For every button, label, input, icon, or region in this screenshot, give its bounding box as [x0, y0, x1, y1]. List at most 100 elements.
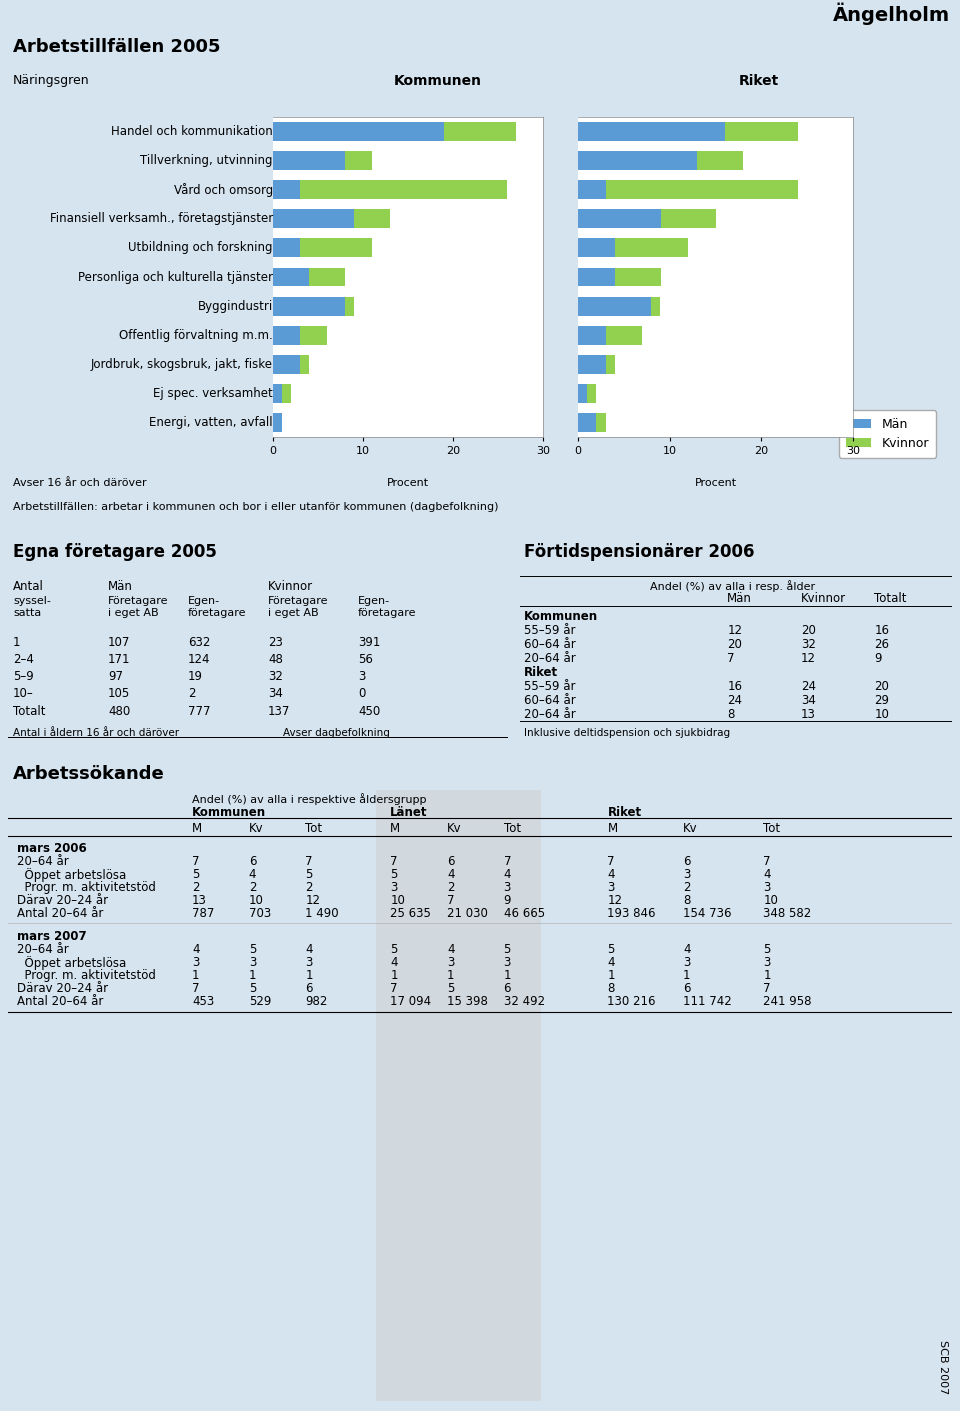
Text: 4: 4 — [391, 957, 397, 969]
Bar — [273, 384, 282, 402]
Text: 29: 29 — [875, 694, 889, 707]
Text: 4: 4 — [447, 868, 454, 880]
Text: 26: 26 — [875, 638, 889, 650]
Text: 7: 7 — [504, 855, 511, 868]
Text: 10: 10 — [391, 895, 405, 907]
Text: 105: 105 — [108, 687, 131, 700]
Bar — [300, 354, 309, 374]
Text: 60–64 år: 60–64 år — [524, 694, 576, 707]
Text: 20–64 år: 20–64 år — [17, 943, 69, 957]
Text: Kommunen: Kommunen — [394, 75, 482, 89]
Text: Utbildning och forskning: Utbildning och forskning — [129, 241, 273, 254]
Text: 787: 787 — [192, 907, 214, 920]
Text: 241 958: 241 958 — [763, 995, 812, 1007]
Text: Arbetssökande: Arbetssökande — [12, 765, 164, 783]
Text: Riket: Riket — [738, 75, 779, 89]
Bar — [578, 209, 660, 229]
Text: 7: 7 — [763, 982, 771, 995]
Text: Avser dagbefolkning: Avser dagbefolkning — [283, 728, 390, 738]
Text: 55–59 år: 55–59 år — [524, 680, 576, 693]
Text: 4: 4 — [683, 943, 690, 957]
Text: 1: 1 — [305, 969, 313, 982]
Text: Öppet arbetslösa: Öppet arbetslösa — [17, 868, 127, 882]
Text: 4: 4 — [192, 943, 200, 957]
Legend: Män, Kvinnor: Män, Kvinnor — [839, 411, 936, 457]
Text: 480: 480 — [108, 706, 131, 718]
Text: 5: 5 — [763, 943, 771, 957]
Text: Kv: Kv — [249, 823, 263, 835]
Text: 16: 16 — [728, 680, 742, 693]
Bar — [578, 296, 651, 316]
Bar — [588, 384, 596, 402]
Bar — [578, 326, 606, 344]
Text: 1: 1 — [504, 969, 511, 982]
Bar — [345, 151, 372, 171]
Text: 20–64 år: 20–64 år — [524, 652, 576, 665]
Text: Antal i åldern 16 år och däröver: Antal i åldern 16 år och däröver — [13, 728, 180, 738]
Text: 4: 4 — [504, 868, 511, 880]
Text: 6: 6 — [504, 982, 511, 995]
Text: 2: 2 — [188, 687, 196, 700]
Text: 3: 3 — [192, 957, 200, 969]
Bar — [578, 181, 606, 199]
Text: Kommunen: Kommunen — [192, 806, 266, 818]
Text: 4: 4 — [305, 943, 313, 957]
Text: 34: 34 — [801, 694, 816, 707]
Bar — [444, 123, 516, 141]
Text: 1: 1 — [447, 969, 454, 982]
Bar — [578, 151, 697, 171]
Text: Förtidspensionärer 2006: Förtidspensionärer 2006 — [524, 543, 755, 562]
Text: Tillverkning, utvinning: Tillverkning, utvinning — [140, 154, 273, 166]
Text: 3: 3 — [683, 957, 690, 969]
Text: 4: 4 — [447, 943, 454, 957]
Text: 193 846: 193 846 — [608, 907, 656, 920]
Text: 1: 1 — [763, 969, 771, 982]
Text: 16: 16 — [875, 624, 889, 636]
Bar — [697, 151, 743, 171]
Text: 2: 2 — [447, 880, 454, 895]
Text: 13: 13 — [801, 708, 816, 721]
Text: Arbetstillfällen: arbetar i kommunen och bor i eller utanför kommunen (dagbefolk: Arbetstillfällen: arbetar i kommunen och… — [12, 502, 498, 512]
Text: 7: 7 — [192, 855, 200, 868]
Text: 24: 24 — [801, 680, 816, 693]
Text: 453: 453 — [192, 995, 214, 1007]
Bar — [273, 296, 345, 316]
Text: 2: 2 — [192, 880, 200, 895]
Text: Antal: Antal — [13, 580, 44, 593]
Text: Män: Män — [108, 580, 132, 593]
Text: 23: 23 — [268, 636, 283, 649]
Text: 130 216: 130 216 — [608, 995, 656, 1007]
Text: Personliga och kulturella tjänster: Personliga och kulturella tjänster — [78, 271, 273, 284]
Text: 3: 3 — [504, 880, 511, 895]
Text: 25 635: 25 635 — [391, 907, 431, 920]
Text: M: M — [608, 823, 617, 835]
Text: 7: 7 — [763, 855, 771, 868]
Text: 20–64 år: 20–64 år — [524, 708, 576, 721]
Text: 5: 5 — [504, 943, 511, 957]
Text: 4: 4 — [608, 957, 615, 969]
Text: 5: 5 — [249, 943, 256, 957]
Text: 7: 7 — [608, 855, 615, 868]
Text: Andel (%) av alla i resp. ålder: Andel (%) av alla i resp. ålder — [650, 580, 815, 591]
Bar — [376, 790, 541, 1401]
Bar — [273, 354, 300, 374]
Bar — [282, 384, 291, 402]
Text: 10: 10 — [249, 895, 264, 907]
Text: 32: 32 — [801, 638, 816, 650]
Text: 171: 171 — [108, 653, 131, 666]
Text: 111 742: 111 742 — [683, 995, 732, 1007]
Text: 1: 1 — [683, 969, 690, 982]
Text: 1: 1 — [192, 969, 200, 982]
Text: syssel-
satta: syssel- satta — [13, 595, 51, 618]
Text: 4: 4 — [608, 868, 615, 880]
Text: Därav 20–24 år: Därav 20–24 år — [17, 895, 108, 907]
Text: 5: 5 — [192, 868, 200, 880]
Text: 10–: 10– — [13, 687, 34, 700]
Text: 7: 7 — [447, 895, 454, 907]
Bar — [606, 354, 614, 374]
Text: Arbetstillfällen 2005: Arbetstillfällen 2005 — [12, 38, 220, 56]
Text: 48: 48 — [268, 653, 283, 666]
Text: Totalt: Totalt — [13, 706, 45, 718]
Text: Vård och omsorg: Vård och omsorg — [174, 183, 273, 196]
Text: 2: 2 — [683, 880, 690, 895]
